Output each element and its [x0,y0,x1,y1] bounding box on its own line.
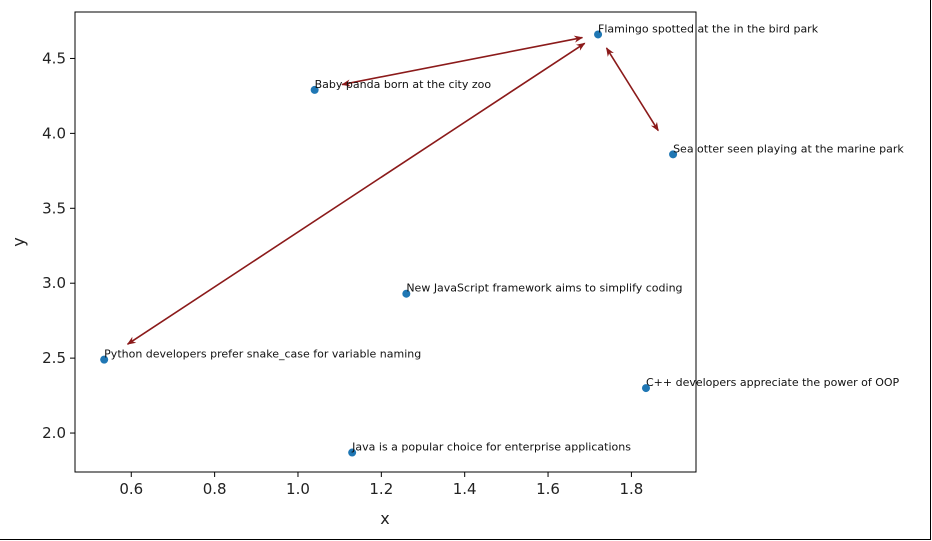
y-tick-label: 2.0 [42,424,66,442]
point-label: Baby panda born at the city zoo [315,78,492,91]
y-tick-label: 4.0 [42,124,66,142]
connector-arrow [605,47,659,132]
point-label: Python developers prefer snake_case for … [104,348,421,361]
y-tick-label: 3.5 [42,199,66,217]
scatter-point [402,289,411,298]
y-tick-label: 3.0 [42,274,66,292]
point-label: C++ developers appreciate the power of O… [646,376,900,389]
y-tick-label: 2.5 [42,349,66,367]
x-tick-label: 1.6 [536,480,560,498]
scatter-point [310,85,319,94]
x-tick-label: 1.8 [619,480,643,498]
scatter-point [641,384,650,393]
x-tick-label: 0.8 [203,480,227,498]
y-axis-ticks: 2.0 2.5 3.0 3.5 4.0 4.5 [42,49,75,442]
scatter-point [669,150,678,159]
x-axis-ticks: 0.6 0.8 1.0 1.2 1.4 1.6 1.8 [119,472,643,498]
y-axis-label: y [9,237,28,246]
point-label: Java is a popular choice for enterprise … [351,441,631,454]
scatter-point [100,355,109,364]
connector-arrow [126,42,586,345]
y-tick-label: 4.5 [42,49,66,67]
point-label: Flamingo spotted at the in the bird park [598,22,819,35]
point-label: New JavaScript framework aims to simplif… [406,282,682,295]
x-tick-label: 1.2 [369,480,393,498]
x-tick-label: 0.6 [119,480,143,498]
arrows-layer [126,35,659,345]
points-layer [100,30,678,457]
scatter-point [594,30,603,39]
labels-layer: Flamingo spotted at the in the bird park… [104,22,904,453]
point-label: Sea otter seen playing at the marine par… [673,142,904,155]
plot-area [74,11,697,473]
x-tick-label: 1.4 [453,480,477,498]
x-axis-label: x [380,509,389,528]
x-tick-label: 1.0 [286,480,310,498]
scatter-point [348,448,357,457]
